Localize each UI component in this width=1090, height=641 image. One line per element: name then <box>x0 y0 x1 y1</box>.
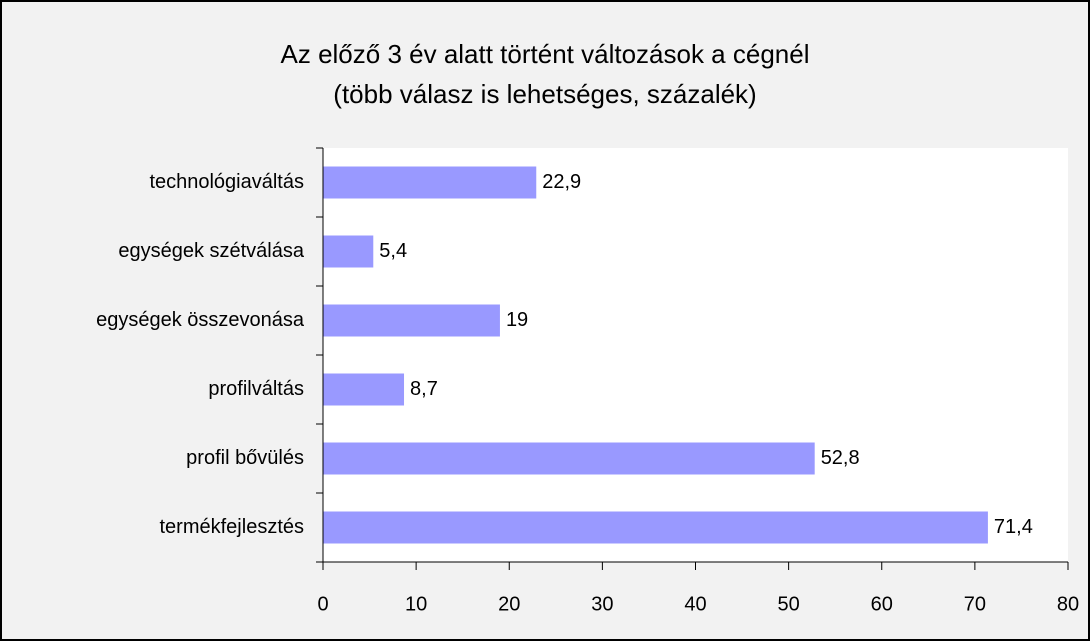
bar <box>323 166 537 199</box>
x-tick-label: 70 <box>964 593 986 615</box>
x-tick-label: 30 <box>591 593 613 615</box>
data-label: 22,9 <box>542 171 581 193</box>
data-label: 19 <box>506 309 528 331</box>
x-tick-label: 80 <box>1057 593 1079 615</box>
bar <box>323 373 405 406</box>
y-tick-label: egységek szétválása <box>118 240 305 262</box>
chart-subtitle: (több válasz is lehetséges, százalék) <box>333 79 756 109</box>
x-tick-label: 10 <box>405 593 427 615</box>
x-tick-label: 40 <box>684 593 706 615</box>
x-tick-label: 60 <box>871 593 893 615</box>
bar <box>323 442 815 475</box>
data-label: 71,4 <box>994 516 1033 538</box>
y-tick-label: profil bővülés <box>186 447 304 469</box>
bar <box>323 235 374 268</box>
y-tick-label: profilváltás <box>208 378 304 400</box>
y-tick-label: egységek összevonása <box>96 309 305 331</box>
y-tick-label: termékfejlesztés <box>160 516 305 538</box>
bar <box>323 304 500 337</box>
plot-area <box>323 148 1068 562</box>
x-tick-label: 20 <box>498 593 520 615</box>
chart-title: Az előző 3 év alatt történt változások a… <box>281 39 810 69</box>
data-label: 8,7 <box>410 378 438 400</box>
x-tick-label: 50 <box>778 593 800 615</box>
x-tick-label: 0 <box>317 593 328 615</box>
y-tick-label: technológiaváltás <box>149 171 304 193</box>
bar <box>323 511 988 544</box>
data-label: 5,4 <box>379 240 407 262</box>
data-label: 52,8 <box>821 447 860 469</box>
